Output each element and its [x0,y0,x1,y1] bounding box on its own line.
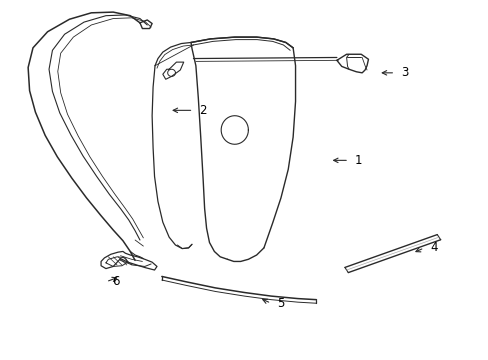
Text: 2: 2 [199,104,206,117]
Text: 1: 1 [354,154,362,167]
Text: 5: 5 [277,297,284,310]
Text: 3: 3 [400,66,407,79]
Text: 4: 4 [429,241,437,255]
Text: 6: 6 [112,275,119,288]
